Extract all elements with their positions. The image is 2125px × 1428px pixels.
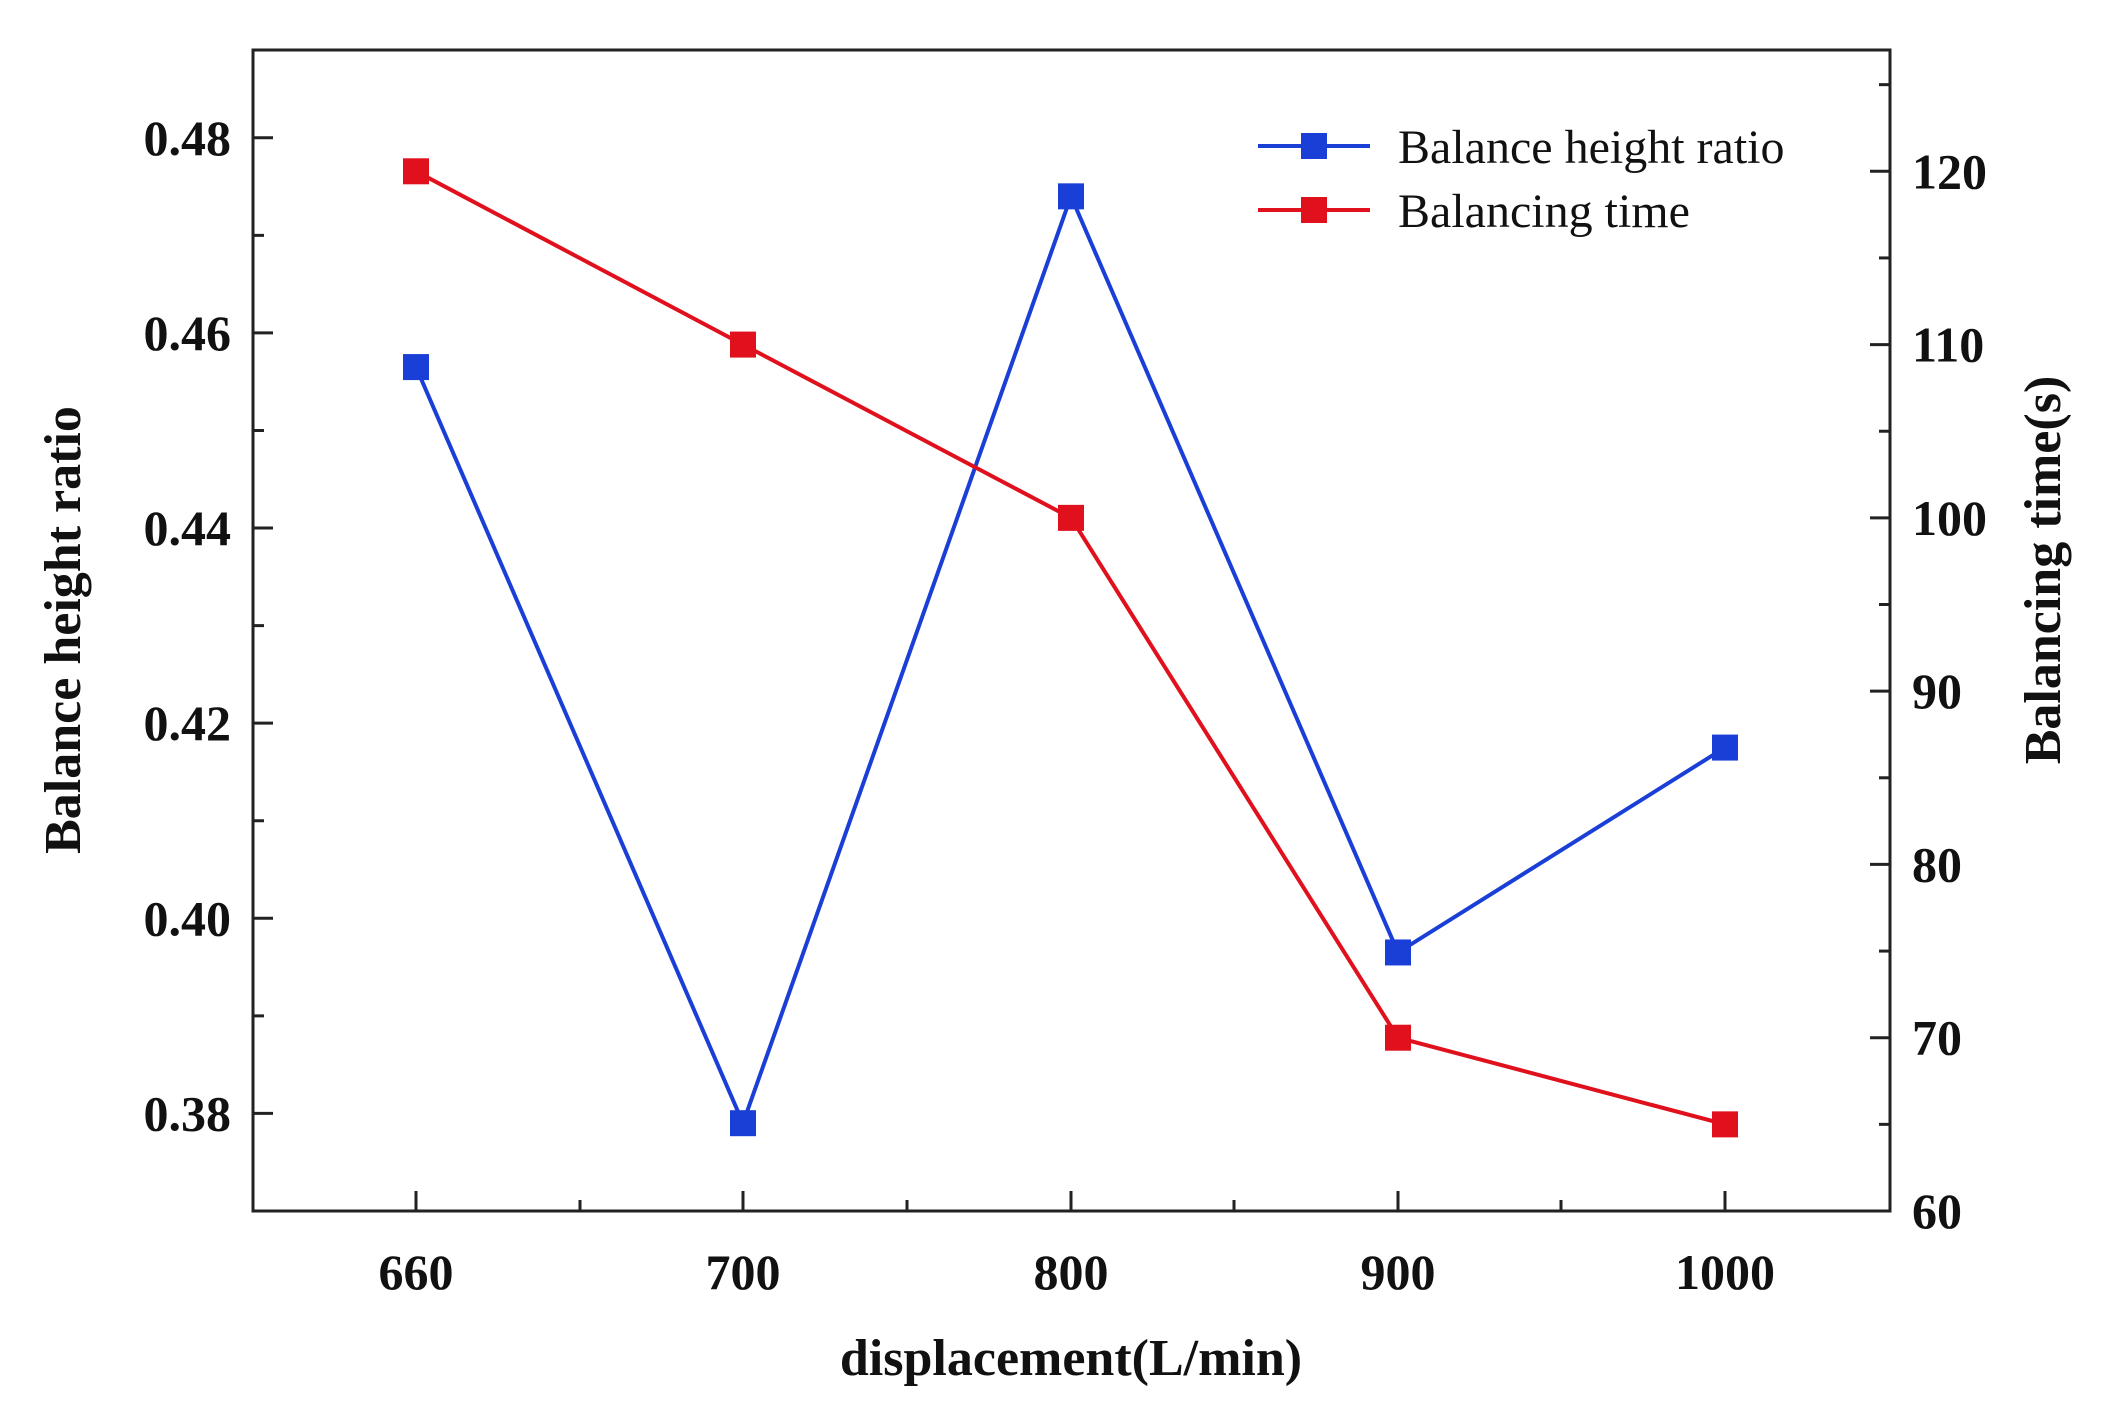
x-tick-label: 660 [379, 1244, 454, 1300]
y-left-tick-label: 0.40 [144, 890, 232, 946]
legend-marker-balance-height-ratio [1301, 133, 1327, 159]
y-left-axis-ticks: 0.38 0.40 0.42 0.44 0.46 0.48 [144, 110, 273, 1141]
series-line-1 [415, 169, 1726, 1127]
y-left-tick-label: 0.44 [144, 500, 232, 556]
series-1-point [403, 158, 429, 185]
y-left-tick-label: 0.46 [144, 305, 232, 361]
x-tick-label: 900 [1361, 1244, 1436, 1300]
legend-label-balancing-time: Balancing time [1398, 185, 1690, 238]
series-0-point [1712, 734, 1738, 761]
x-tick-label: 700 [706, 1244, 781, 1300]
y-right-tick-label: 110 [1912, 317, 1984, 373]
y-left-tick-label: 0.38 [144, 1085, 232, 1141]
y-left-axis-title: Balance height ratio [35, 406, 92, 854]
y-right-tick-label: 100 [1912, 490, 1987, 546]
y-right-axis-ticks: 60 70 80 90 100 110 120 [1870, 83, 1987, 1239]
series-1-point [1385, 1024, 1411, 1051]
series-0-point [730, 1110, 756, 1137]
series-0-point [1385, 939, 1411, 966]
y-right-tick-label: 70 [1912, 1010, 1962, 1066]
y-left-tick-label: 0.42 [144, 695, 232, 751]
legend-marker-balancing-time [1301, 197, 1327, 223]
x-tick-label: 1000 [1675, 1244, 1775, 1300]
y-right-tick-label: 80 [1912, 836, 1962, 892]
series-1-point [730, 331, 756, 358]
legend-label-balance-height-ratio: Balance height ratio [1398, 121, 1785, 174]
x-axis-title: displacement(L/min) [840, 1330, 1302, 1387]
y-right-tick-label: 90 [1912, 663, 1962, 719]
y-right-tick-label: 120 [1912, 143, 1987, 199]
series-1-point [1058, 504, 1084, 531]
series-0-point [403, 354, 429, 381]
y-left-tick-label: 0.48 [144, 110, 232, 166]
series-0-point [1058, 183, 1084, 210]
series-1-point [1712, 1111, 1738, 1138]
x-axis-ticks: 660 700 800 900 1000 [379, 1191, 1775, 1300]
y-right-tick-label: 60 [1912, 1183, 1962, 1239]
series-layer [403, 158, 1738, 1138]
x-tick-label: 800 [1034, 1244, 1109, 1300]
legend: Balance height ratio Balancing time [1258, 121, 1785, 238]
y-right-axis-title: Balancing time(s) [2015, 376, 2072, 765]
series-line-0 [414, 194, 1727, 1126]
